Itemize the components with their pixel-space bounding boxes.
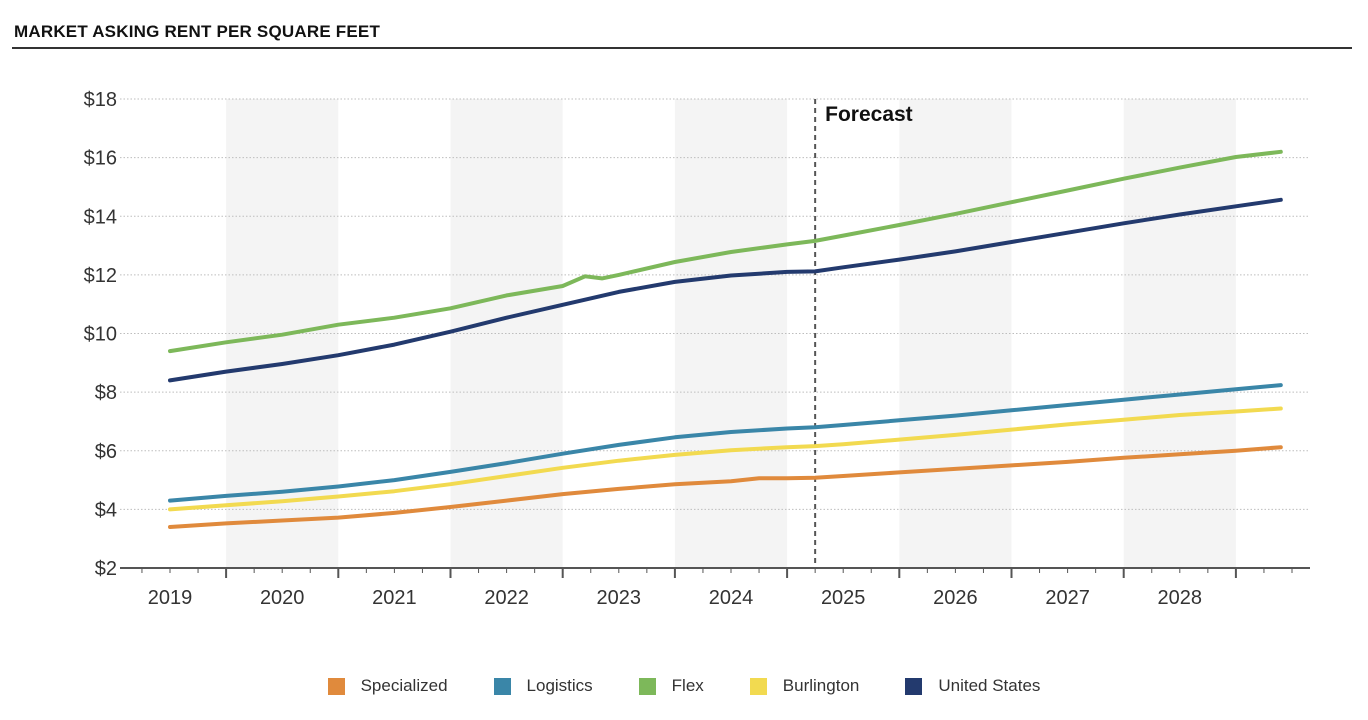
x-tick-label: 2024 [709, 587, 754, 609]
y-tick-label: $8 [95, 382, 117, 404]
x-tick-label: 2026 [933, 587, 978, 609]
series-line-united-states [168, 197, 1283, 383]
series-line-logistics [168, 383, 1283, 503]
legend-item: Burlington [749, 676, 860, 696]
line-chart: $2 $4 $6 $8 $10 $12 $14 $16 $18 2019 2020 2021 2022 2… [84, 89, 1310, 609]
x-tick-label: 2022 [484, 587, 529, 609]
y-tick-label: $18 [84, 89, 117, 111]
series-line-burlington [168, 406, 1283, 512]
legend-label: Flex [671, 676, 704, 695]
y-tick-label: $6 [95, 441, 117, 463]
legend-swatch [749, 677, 767, 695]
legend-label: United States [938, 676, 1041, 695]
legend-swatch [905, 677, 923, 695]
legend-item: United States [905, 676, 1040, 696]
title-divider [12, 47, 1352, 49]
year-band [899, 99, 1012, 568]
y-tick-label: $2 [95, 558, 117, 580]
chart-legend: Specialized Logistics Flex Burlington United… [0, 676, 1368, 696]
legend-swatch [493, 677, 511, 695]
legend-swatch [638, 677, 656, 695]
forecast-label: Forecast [825, 103, 913, 126]
x-tick-label: 2019 [148, 587, 193, 609]
legend-item: Logistics [493, 676, 593, 696]
y-tick-label: $12 [84, 265, 117, 287]
y-tick-label: $14 [84, 206, 117, 228]
x-tick-label: 2020 [260, 587, 305, 609]
legend-item: Specialized [327, 676, 448, 696]
x-tick-label: 2021 [372, 587, 417, 609]
series-line-specialized [168, 445, 1283, 529]
x-tick-label: 2023 [597, 587, 642, 609]
legend-item: Flex [638, 676, 704, 696]
x-tick-label: 2025 [821, 587, 866, 609]
y-tick-label: $10 [84, 324, 117, 346]
series-line-flex [168, 149, 1283, 354]
legend-label: Logistics [526, 676, 593, 695]
legend-label: Specialized [360, 676, 448, 695]
chart-title: MARKET ASKING RENT PER SQUARE FEET [14, 22, 381, 41]
x-tick-label: 2027 [1045, 587, 1090, 609]
legend-label: Burlington [782, 676, 860, 695]
legend-swatch [327, 677, 345, 695]
y-tick-label: $4 [95, 499, 117, 521]
y-tick-label: $16 [84, 148, 117, 170]
x-tick-label: 2028 [1158, 587, 1203, 609]
